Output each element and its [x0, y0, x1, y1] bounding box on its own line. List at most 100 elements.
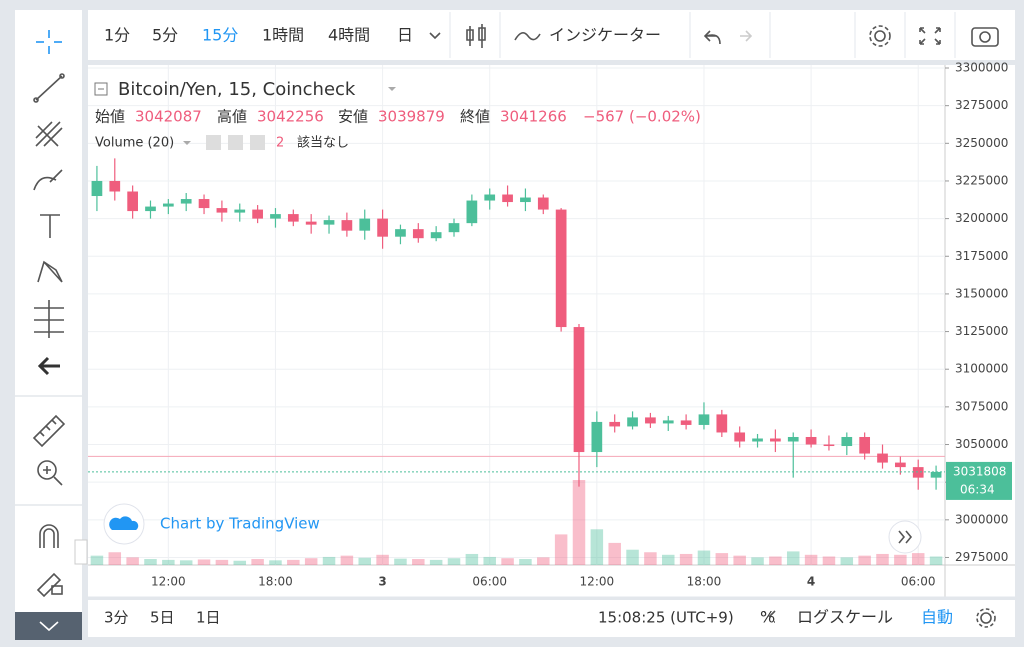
- volume-bar: [572, 480, 586, 565]
- candle-body: [537, 197, 549, 210]
- candle-body: [645, 417, 656, 424]
- watermark-logo: [109, 516, 139, 530]
- legend-change: −567 (−0.02%): [583, 108, 701, 126]
- y-tick-label: 3050000: [955, 437, 1008, 451]
- volume-bar: [465, 553, 479, 565]
- candle-body: [805, 436, 817, 445]
- candle-body: [930, 471, 942, 478]
- candle-body: [270, 214, 281, 219]
- legend-value: 3042087: [135, 108, 202, 126]
- range-button[interactable]: 5日: [150, 609, 175, 627]
- candle-body: [127, 191, 138, 212]
- interval-button[interactable]: 5分: [152, 26, 178, 45]
- y-tick-label: 3225000: [955, 173, 1008, 187]
- volume-bar: [911, 553, 925, 565]
- auto-button[interactable]: 自動: [921, 608, 953, 627]
- y-tick-label: 3150000: [955, 286, 1008, 300]
- volume-bar: [179, 560, 193, 565]
- range-button[interactable]: 3分: [104, 609, 129, 627]
- candle-body: [502, 194, 513, 203]
- volume-bar: [90, 555, 104, 565]
- candle-body: [448, 223, 460, 233]
- candle-body: [591, 421, 603, 453]
- scroll-icon: [898, 530, 913, 544]
- y-tick-label: 3200000: [955, 211, 1008, 225]
- volume-bar: [608, 542, 621, 565]
- volume-bar: [215, 559, 229, 565]
- percent-button[interactable]: %: [760, 608, 775, 627]
- volume-bar: [197, 559, 211, 565]
- x-tick-label: 18:00: [687, 575, 722, 589]
- interval-button[interactable]: 15分: [202, 26, 238, 45]
- volume-info: 2: [276, 136, 284, 151]
- volume-bar: [697, 550, 711, 565]
- candle-body: [162, 203, 174, 207]
- title-caret: [388, 87, 396, 91]
- candle-body: [770, 438, 781, 442]
- candle-body: [305, 221, 317, 225]
- legend-label: 高値: [217, 108, 247, 126]
- volume-bar: [554, 534, 568, 565]
- x-tick-label: 18:00: [258, 575, 293, 589]
- volume-bar: [501, 558, 514, 565]
- volume-bar: [644, 552, 657, 565]
- log-scale-button[interactable]: ログスケール: [797, 608, 893, 627]
- candle-body: [859, 436, 871, 454]
- volume-bar: [269, 560, 282, 565]
- candle-body: [287, 214, 299, 222]
- volume-info: 該当なし: [297, 135, 349, 151]
- legend-value: 3041266: [500, 108, 567, 126]
- volume-bar: [126, 557, 139, 565]
- volume-bar: [287, 559, 300, 565]
- volume-bar: [447, 558, 461, 565]
- candle-body: [198, 199, 210, 209]
- clock: 15:08:25 (UTC+9): [598, 609, 734, 627]
- symbol-title[interactable]: Bitcoin/Yen, 15, Coincheck: [118, 79, 356, 100]
- interval-button[interactable]: 1分: [104, 26, 130, 45]
- watermark[interactable]: Chart by TradingView: [160, 515, 320, 533]
- interval-button[interactable]: 4時間: [328, 26, 370, 45]
- legend-label: 安値: [338, 108, 368, 126]
- candle-body: [520, 197, 531, 203]
- candle-body: [216, 208, 228, 213]
- candle-body: [752, 438, 763, 442]
- volume-buttons[interactable]: [206, 135, 265, 150]
- volume-label[interactable]: Volume (20): [95, 136, 174, 151]
- interval-button[interactable]: 1時間: [262, 26, 304, 45]
- candle-body: [555, 209, 567, 328]
- collapse-box[interactable]: [94, 82, 108, 96]
- volume-caret: [183, 141, 191, 145]
- candle-body: [716, 414, 728, 433]
- volume-bar: [304, 558, 318, 565]
- volume-bar: [626, 549, 639, 565]
- volume-bar: [679, 553, 693, 565]
- volume-bar: [394, 558, 407, 565]
- volume: [90, 480, 943, 565]
- range-button[interactable]: 1日: [196, 609, 221, 627]
- volume-bar: [751, 557, 764, 565]
- volume-bar: [858, 555, 871, 565]
- candle-body: [627, 417, 638, 427]
- indicators-button[interactable]: インジケーター: [549, 26, 661, 45]
- tool-icons: [15, 30, 82, 640]
- candle-body: [412, 229, 424, 239]
- interval-button[interactable]: 日: [397, 26, 413, 45]
- candle-body: [662, 420, 674, 424]
- volume-bar: [340, 555, 354, 565]
- chart-panel: [88, 65, 1015, 597]
- volume-bar: [412, 559, 425, 565]
- candle-body: [234, 209, 246, 213]
- collapse-panel[interactable]: [74, 539, 88, 565]
- toolbar-icons: [429, 24, 999, 628]
- y-tick-label: 3000000: [955, 512, 1008, 526]
- volume-bar: [662, 554, 675, 565]
- volume-bar: [715, 553, 729, 565]
- candle-body: [877, 453, 888, 463]
- y-tick-label: 2975000: [955, 550, 1008, 564]
- countdown: 06:34: [960, 482, 995, 496]
- x-tick-label: 12:00: [151, 575, 186, 589]
- candle-body: [573, 327, 585, 453]
- volume-bar: [537, 557, 550, 565]
